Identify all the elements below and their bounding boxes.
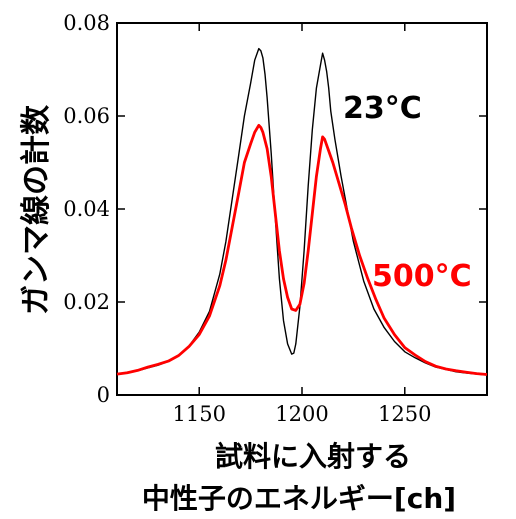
x-axis-label-line1: 試料に入射する [215,440,411,473]
plot-frame [116,22,488,396]
tick-labels: 1150 1200 1250 0 0.02 0.04 0.06 0.08 [63,11,431,426]
y-tick-label: 0.08 [63,11,110,35]
x-tick-label: 1150 [172,402,225,426]
y-tick-label: 0 [97,383,110,407]
series-lines [116,47,488,376]
series-line-23c [116,47,488,376]
y-tick-label: 0.06 [63,104,110,128]
x-tick-label: 1250 [378,402,431,426]
x-tick-label: 1200 [275,402,328,426]
y-tick-label: 0.04 [63,197,110,221]
x-axis-label-line2: 中性子のエネルギー[ch] [142,482,456,515]
series-line-500c [116,123,488,376]
y-tick-label: 0.02 [63,290,110,314]
y-axis-label: ガンマ線の計数 [19,104,54,315]
annotation-500c: 500°C [372,259,472,294]
axis-ticks [117,22,487,396]
annotation-23c: 23°C [343,91,422,126]
